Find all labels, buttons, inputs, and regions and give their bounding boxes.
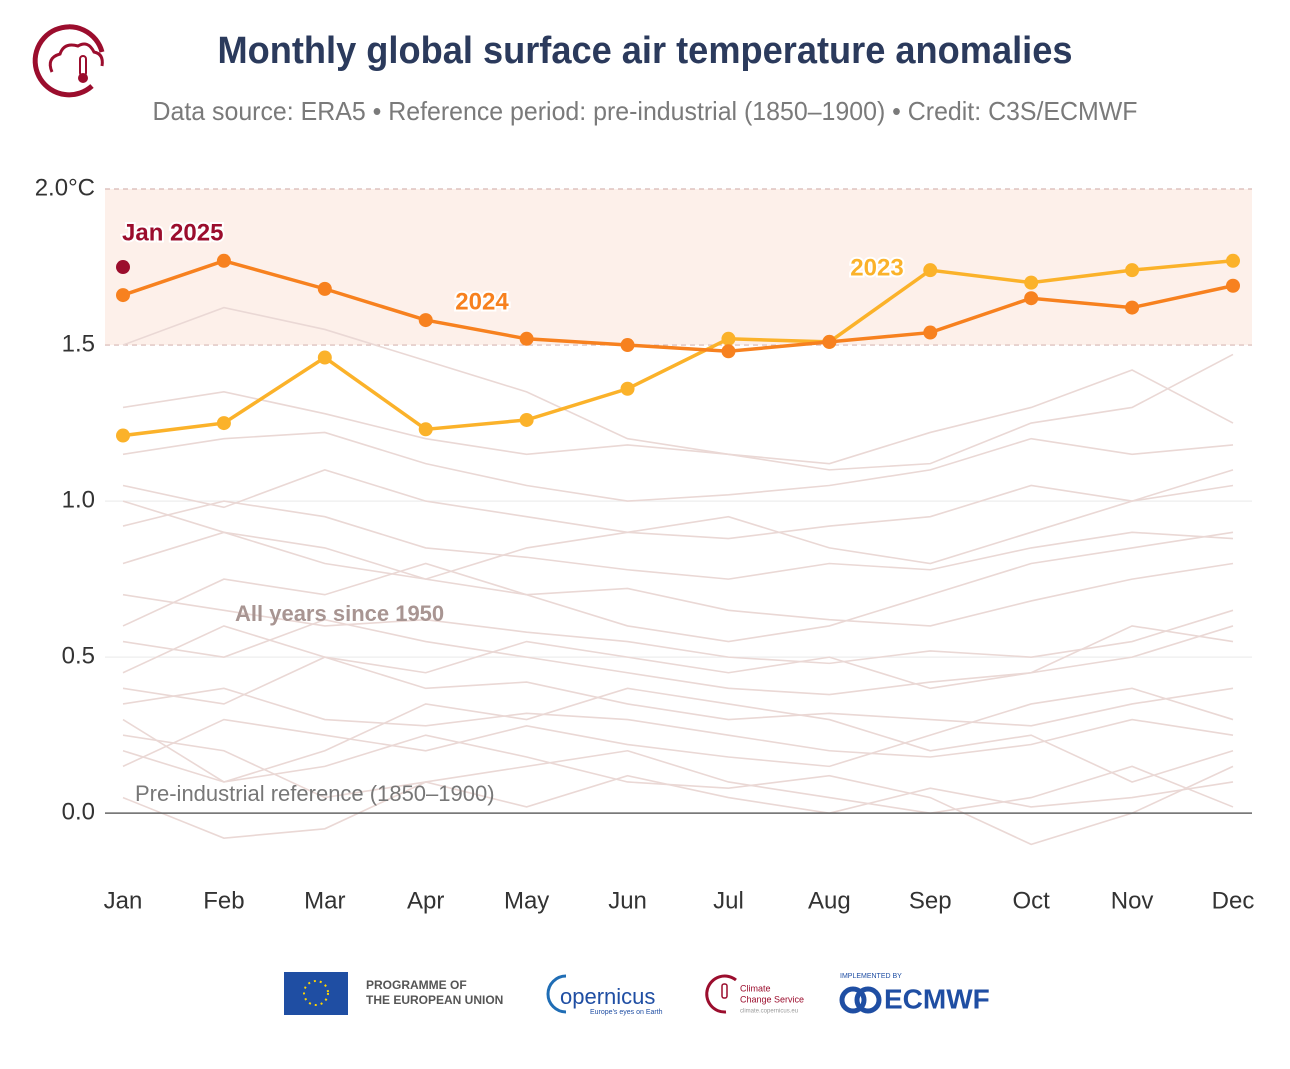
ccs-url: climate.copernicus.eu [740, 1009, 798, 1015]
copernicus-text: opernicus [560, 984, 655, 1009]
background-line [122, 484, 1234, 580]
highlight-band [105, 189, 1252, 346]
series-point [1125, 263, 1140, 278]
series-label: Jan 2025 [122, 219, 223, 246]
ecmwf-text: ECMWF [884, 983, 990, 1014]
background-lines [122, 306, 1234, 846]
series-point [1226, 253, 1240, 268]
x-tick-label: Oct [1013, 887, 1051, 914]
y-tick-label: 2.0°C [35, 174, 95, 201]
reference-label: Pre-industrial reference (1850–1900) [135, 781, 495, 806]
background-label: All years since 1950 [235, 601, 444, 626]
y-tick-label: 0.5 [62, 642, 95, 669]
x-tick-label: Aug [808, 887, 851, 914]
series-point [923, 325, 938, 340]
chart-title: Monthly global surface air temperature a… [218, 30, 1073, 72]
background-line [122, 687, 1234, 758]
background-line [122, 774, 1234, 839]
eu-flag [284, 972, 348, 1015]
series-point [216, 253, 231, 268]
series-point [418, 313, 433, 328]
series-point [1024, 275, 1039, 290]
background-line [122, 618, 1234, 696]
x-tick-label: Mar [304, 887, 345, 914]
background-line [122, 625, 1234, 727]
background-line [122, 734, 1234, 846]
c3s-logo [32, 24, 105, 98]
background-line [122, 531, 1234, 627]
ccs-text: Climate [740, 983, 771, 993]
background-line [122, 500, 1234, 580]
x-tick-label: Dec [1212, 887, 1255, 914]
ccs-text: Change Service [740, 994, 804, 1004]
series-point [1024, 291, 1039, 306]
background-line [122, 306, 1234, 471]
y-tick-label: 1.5 [62, 330, 95, 357]
series-point [317, 350, 332, 365]
series-point [721, 344, 736, 359]
background-line [122, 687, 1234, 768]
background-line [122, 687, 1234, 783]
x-tick-label: Sep [909, 887, 952, 914]
eu-text: PROGRAMME OF [366, 978, 467, 992]
series-point [923, 263, 938, 278]
series-point [620, 338, 635, 353]
y-tick-label: 1.0 [62, 486, 95, 513]
series-point [116, 428, 130, 443]
x-tick-label: Apr [407, 887, 444, 914]
series-line [122, 259, 1234, 438]
background-line [122, 531, 1234, 643]
series-point [1226, 278, 1240, 293]
series-point [519, 331, 534, 346]
series-point [620, 381, 635, 396]
x-tick-label: Jul [713, 887, 744, 914]
background-line [122, 734, 1234, 814]
x-tick-label: May [504, 887, 549, 914]
eu-text: THE EUROPEAN UNION [366, 993, 503, 1007]
series-point [1125, 300, 1140, 315]
series-point [116, 288, 130, 303]
series-label: 2024 [455, 288, 509, 315]
background-line [122, 469, 1234, 540]
series-point [822, 334, 837, 349]
background-line [122, 431, 1234, 502]
background-line [122, 593, 1234, 665]
copernicus-tag: Europe's eyes on Earth [590, 1009, 663, 1016]
series-point [418, 422, 433, 437]
background-line [122, 369, 1234, 465]
series-line [122, 258, 1234, 354]
series-point [317, 281, 332, 296]
series-label: 2023 [850, 254, 903, 281]
series-point [721, 331, 736, 346]
x-tick-label: Nov [1111, 887, 1154, 914]
series-point [216, 416, 231, 431]
x-tick-label: Jan [104, 887, 143, 914]
footer: PROGRAMME OF THE EUROPEAN UNION opernicu… [284, 972, 990, 1016]
x-tick-label: Jun [608, 887, 647, 914]
series-point [519, 412, 534, 427]
chart-subtitle: Data source: ERA5 • Reference period: pr… [153, 96, 1138, 126]
series-point [116, 260, 130, 275]
x-tick-label: Feb [203, 887, 244, 914]
y-tick-label: 0.0 [62, 799, 95, 826]
background-line [122, 625, 1234, 705]
implemented-text: IMPLEMENTED BY [840, 973, 902, 980]
